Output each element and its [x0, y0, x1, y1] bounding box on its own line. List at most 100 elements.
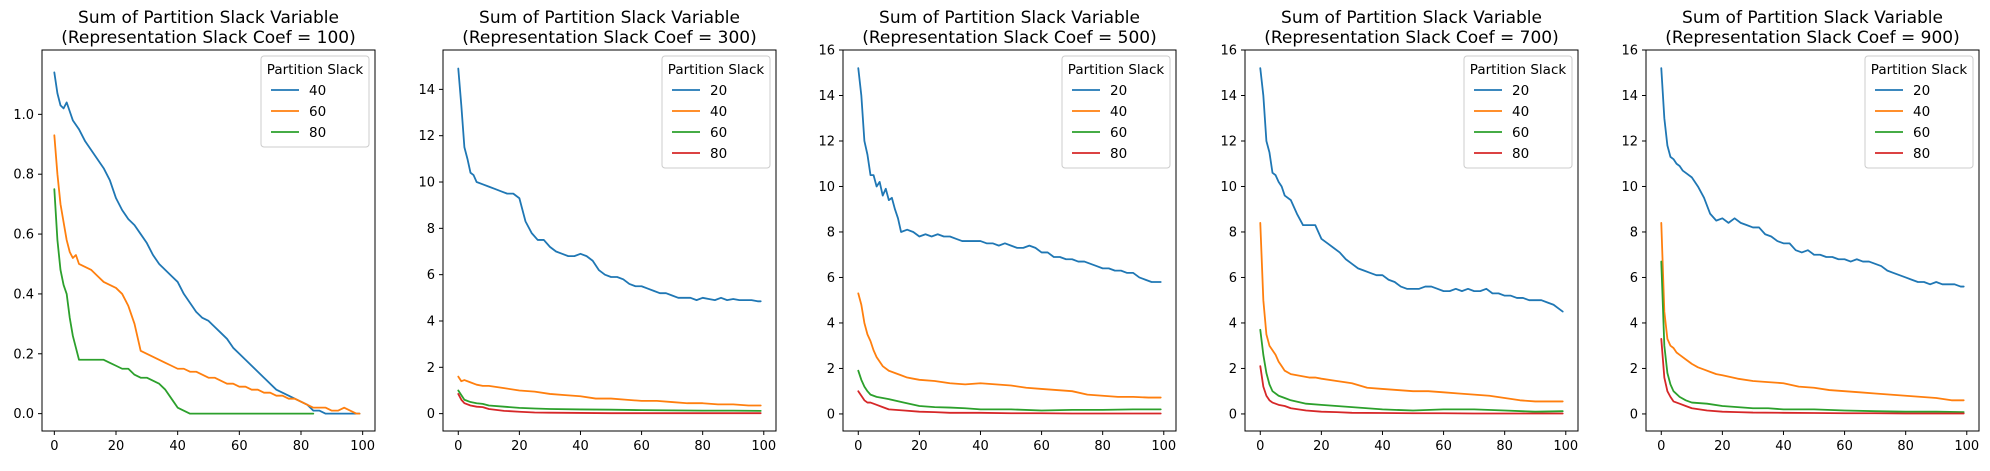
chart-title-line-1: Sum of Partition Slack Variable	[879, 8, 1140, 28]
legend-title: Partition Slack	[1871, 62, 1968, 78]
y-tick-label: 10	[1621, 180, 1638, 195]
y-tick-label: 0.6	[13, 228, 34, 243]
axes-frame	[842, 49, 1177, 432]
y-tick-label: 2	[427, 361, 435, 376]
series-line-40	[857, 292, 1162, 399]
legend-label-60: 60	[1913, 125, 1930, 141]
legend-box	[661, 55, 771, 169]
x-tick-label: 20	[511, 439, 528, 454]
x-tick-label: 20	[108, 439, 125, 454]
x-tick-label: 0	[854, 439, 862, 454]
legend-box	[1463, 55, 1573, 169]
legend: Partition Slack 40 60 80	[260, 55, 370, 148]
x-tick-label: 40	[169, 439, 186, 454]
y-tick-label: 14	[818, 89, 835, 104]
series-line-80	[53, 188, 315, 415]
x-tick-label: 0	[1657, 439, 1665, 454]
legend-label-60: 60	[1110, 125, 1127, 141]
y-tick-label: 14	[1220, 89, 1237, 104]
legend: Partition Slack 20 40 60 80	[1061, 55, 1171, 169]
y-tick-label: 0	[1630, 407, 1638, 422]
y-tick-label: 0.0	[13, 407, 34, 422]
y-tick-label: 0.4	[13, 287, 34, 302]
chart-title-line-1: Sum of Partition Slack Variable	[78, 8, 339, 28]
series-line-60	[857, 369, 1162, 412]
series-line-40	[1660, 221, 1965, 402]
legend-box	[1864, 55, 1974, 169]
y-tick-label: 6	[1630, 271, 1638, 286]
x-tick-label: 80	[293, 439, 310, 454]
legend-label-80: 80	[309, 125, 326, 141]
series-line-60	[1660, 260, 1965, 414]
x-tick-label: 100	[350, 439, 375, 454]
chart-title-line-1: Sum of Partition Slack Variable	[1281, 8, 1542, 28]
x-tick-label: 80	[694, 439, 711, 454]
x-tick-label: 40	[1374, 439, 1391, 454]
series-line-20	[1259, 67, 1564, 313]
y-tick-label: 8	[1229, 225, 1237, 240]
legend: Partition Slack 20 40 60 80	[1463, 55, 1573, 169]
y-tick-label: 12	[818, 134, 835, 149]
legend-title: Partition Slack	[1470, 62, 1567, 78]
legend-label-40: 40	[1110, 104, 1127, 120]
y-tick-label: 12	[1621, 134, 1638, 149]
legend-label-20: 20	[1913, 83, 1930, 99]
legend-label-40: 40	[710, 104, 727, 120]
y-tick-label: 8	[427, 222, 435, 237]
y-tick-label: 1.0	[13, 108, 34, 123]
y-tick-label: 8	[827, 225, 835, 240]
series-line-60	[457, 389, 762, 412]
legend-label-40: 40	[1913, 104, 1930, 120]
series-line-20	[457, 67, 762, 303]
x-tick-label: 60	[1033, 439, 1050, 454]
y-tick-label: 0	[427, 407, 435, 422]
x-tick-label: 60	[633, 439, 650, 454]
y-tick-label: 0	[827, 407, 835, 422]
x-tick-label: 60	[1435, 439, 1452, 454]
legend-label-20: 20	[710, 83, 727, 99]
legend: Partition Slack 20 40 60 80	[1864, 55, 1974, 169]
x-tick-label: 100	[1151, 439, 1176, 454]
axes-frame	[41, 49, 376, 432]
series-line-80	[857, 390, 1162, 415]
y-tick-label: 4	[1630, 316, 1638, 331]
y-tick-label: 16	[1621, 44, 1638, 59]
y-tick-label: 8	[1630, 225, 1638, 240]
legend-label-60: 60	[710, 125, 727, 141]
series-line-20	[1660, 67, 1965, 288]
axes-frame	[1244, 49, 1579, 432]
series-line-40	[1259, 221, 1564, 403]
series-line-40	[457, 375, 762, 407]
x-tick-label: 100	[1553, 439, 1578, 454]
y-tick-label: 0	[1229, 407, 1237, 422]
y-tick-label: 6	[1229, 271, 1237, 286]
x-tick-label: 80	[1897, 439, 1914, 454]
x-tick-label: 60	[1836, 439, 1853, 454]
series-line-60	[53, 134, 361, 415]
series-line-80	[457, 393, 762, 415]
x-tick-label: 20	[1313, 439, 1330, 454]
chart-panel-4: Sum of Partition Slack Variable(Represen…	[1220, 8, 1579, 454]
chart-title-line-1: Sum of Partition Slack Variable	[479, 8, 740, 28]
y-tick-label: 12	[1220, 134, 1237, 149]
legend-label-60: 60	[309, 104, 326, 120]
legend-box	[260, 55, 370, 148]
x-tick-label: 20	[911, 439, 928, 454]
chart-title-line-2: (Representation Slack Coef = 300)	[462, 28, 757, 48]
series-line-80	[1660, 337, 1965, 415]
legend-label-40: 40	[1512, 104, 1529, 120]
x-tick-label: 40	[1775, 439, 1792, 454]
legend-label-80: 80	[1110, 146, 1127, 162]
y-tick-label: 0.2	[13, 347, 34, 362]
series-line-80	[1259, 365, 1564, 415]
legend-title: Partition Slack	[1068, 62, 1165, 78]
x-tick-label: 40	[572, 439, 589, 454]
y-tick-label: 4	[1229, 316, 1237, 331]
chart-title-line-2: (Representation Slack Coef = 100)	[61, 28, 356, 48]
chart-title-line-1: Sum of Partition Slack Variable	[1682, 8, 1943, 28]
chart-panel-5: Sum of Partition Slack Variable(Represen…	[1621, 8, 1980, 454]
axes-frame	[1645, 49, 1980, 432]
x-tick-label: 0	[1256, 439, 1264, 454]
chart-title-line-2: (Representation Slack Coef = 700)	[1264, 28, 1559, 48]
